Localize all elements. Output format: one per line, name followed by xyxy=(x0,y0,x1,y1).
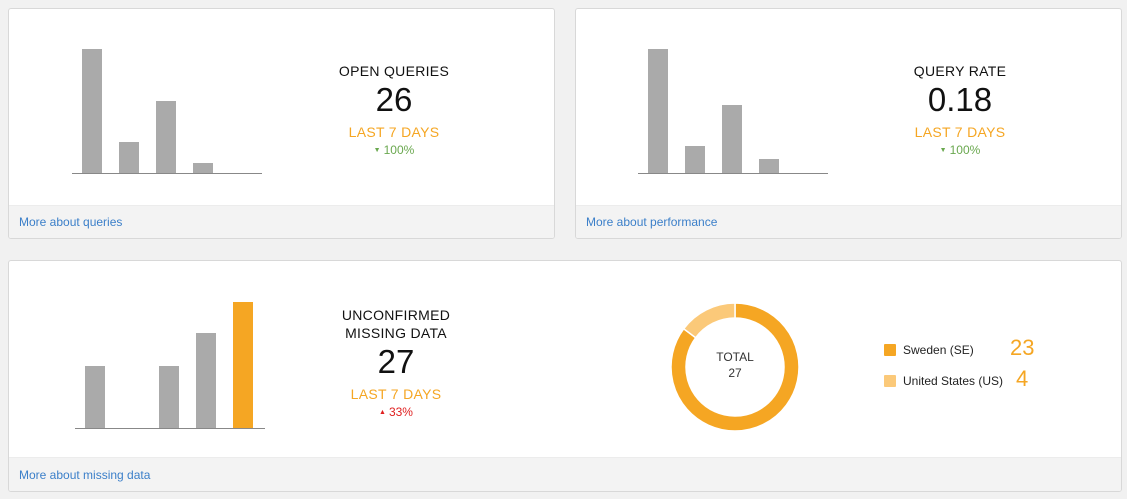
more-about-queries-link[interactable]: More about queries xyxy=(19,215,123,229)
card-open-queries: OPEN QUERIES 26 LAST 7 DAYS ▼ 100% More a… xyxy=(8,8,555,239)
metric-title-line1: UNCONFIRMED xyxy=(341,307,451,323)
country-donut-chart: TOTAL 27 xyxy=(670,302,800,432)
metric-value: 0.18 xyxy=(927,81,993,118)
more-about-performance-link[interactable]: More about performance xyxy=(586,215,718,229)
card-query-rate: QUERY RATE 0.18 LAST 7 DAYS ▼ 100% More a… xyxy=(575,8,1122,239)
chart-bar xyxy=(685,146,705,173)
donut-total-label: TOTAL xyxy=(716,350,754,364)
chart-bar xyxy=(119,142,139,173)
chart-baseline xyxy=(72,173,262,174)
donut-segment xyxy=(682,302,736,339)
metric-period: LAST 7 DAYS xyxy=(350,386,442,402)
chart-bar xyxy=(196,333,216,428)
query-rate-chart xyxy=(638,49,828,174)
chart-bar xyxy=(193,163,213,173)
triangle-down-icon: ▼ xyxy=(373,147,381,154)
change-value: 33% xyxy=(388,405,413,419)
more-about-missing-data-link[interactable]: More about missing data xyxy=(19,468,151,482)
metric-period: LAST 7 DAYS xyxy=(914,124,1006,140)
card-footer: More about missing data xyxy=(9,457,1121,491)
donut-legend: Sweden (SE) 23 United States (US) 4 xyxy=(884,335,1054,401)
metric-title: QUERY RATE xyxy=(913,63,1007,79)
legend-label: United States (US) xyxy=(903,374,1004,388)
metric-change: ▼ 100% xyxy=(870,143,1050,157)
card-footer: More about queries xyxy=(9,205,554,238)
open-queries-chart xyxy=(72,49,262,174)
chart-baseline xyxy=(638,173,828,174)
metric-change: ▲ 33% xyxy=(306,405,486,419)
chart-bar xyxy=(159,366,179,428)
metric-change: ▼ 100% xyxy=(304,143,484,157)
legend-value: 4 xyxy=(1016,366,1029,391)
donut-total-value: 27 xyxy=(728,366,742,380)
legend-swatch xyxy=(884,375,896,387)
donut-segments xyxy=(670,302,800,432)
query-rate-metric: QUERY RATE 0.18 LAST 7 DAYS ▼ 100% xyxy=(870,62,1050,157)
card-missing-data: UNCONFIRMED MISSING DATA 27 LAST 7 DAYS … xyxy=(8,260,1122,492)
triangle-up-icon: ▲ xyxy=(379,409,386,416)
chart-baseline xyxy=(75,428,265,429)
metric-period: LAST 7 DAYS xyxy=(348,124,440,140)
donut-segment xyxy=(670,302,800,432)
missing-data-metric: UNCONFIRMED MISSING DATA 27 LAST 7 DAYS … xyxy=(306,306,486,419)
legend-swatch xyxy=(884,344,896,356)
chart-bar xyxy=(722,105,742,173)
metric-title-line2: MISSING DATA xyxy=(345,325,447,341)
metric-value: 26 xyxy=(375,81,413,118)
metric-title: OPEN QUERIES xyxy=(338,63,450,79)
legend-value: 23 xyxy=(1010,335,1035,360)
chart-bar xyxy=(233,302,253,428)
legend-label: Sweden (SE) xyxy=(903,343,974,357)
change-value: 100% xyxy=(383,143,415,157)
open-queries-metric: OPEN QUERIES 26 LAST 7 DAYS ▼ 100% xyxy=(304,62,484,157)
card-footer: More about performance xyxy=(576,205,1121,238)
missing-data-chart xyxy=(75,302,265,429)
chart-bar xyxy=(759,159,779,173)
metric-value: 27 xyxy=(377,343,415,380)
change-value: 100% xyxy=(949,143,981,157)
chart-bar xyxy=(156,101,176,173)
triangle-down-icon: ▼ xyxy=(939,147,947,154)
chart-bar xyxy=(82,49,102,173)
chart-bar xyxy=(648,49,668,173)
chart-bar xyxy=(85,366,105,428)
